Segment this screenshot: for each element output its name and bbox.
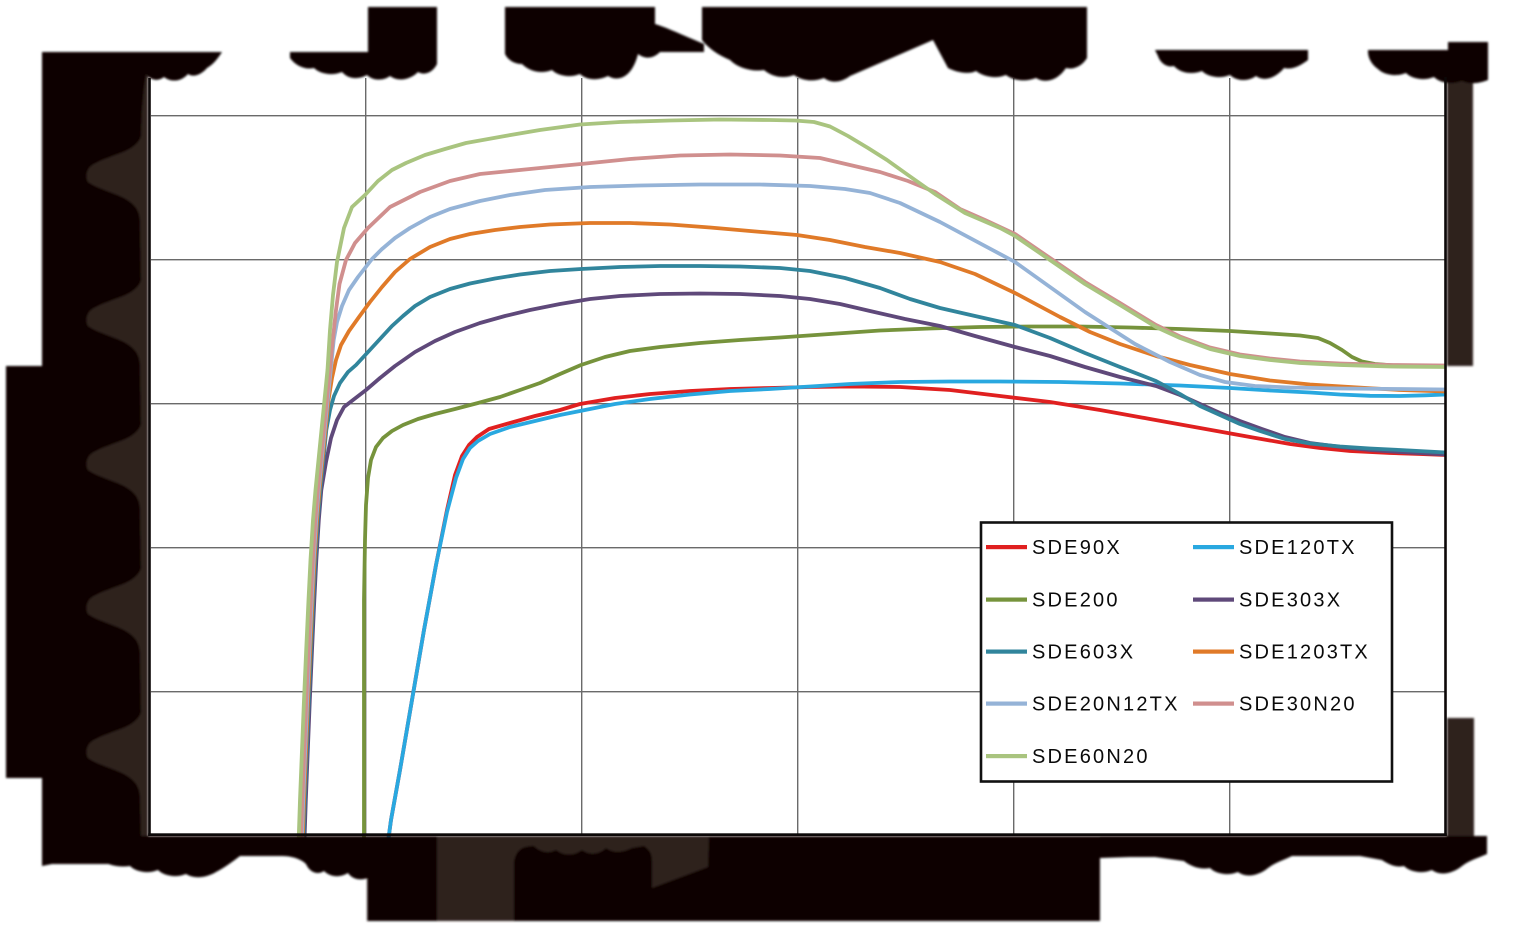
- svg-text:SDE200: SDE200: [1032, 590, 1120, 612]
- svg-text:SDE90X: SDE90X: [1032, 537, 1122, 559]
- svg-text:SDE20N12TX: SDE20N12TX: [1032, 694, 1180, 716]
- svg-text:SDE603X: SDE603X: [1032, 642, 1135, 664]
- svg-text:SDE30N20: SDE30N20: [1239, 694, 1357, 716]
- svg-text:SDE1203TX: SDE1203TX: [1239, 642, 1370, 664]
- svg-text:SDE303X: SDE303X: [1239, 590, 1342, 612]
- svg-text:SDE60N20: SDE60N20: [1032, 746, 1150, 768]
- svg-text:SDE120TX: SDE120TX: [1239, 537, 1357, 559]
